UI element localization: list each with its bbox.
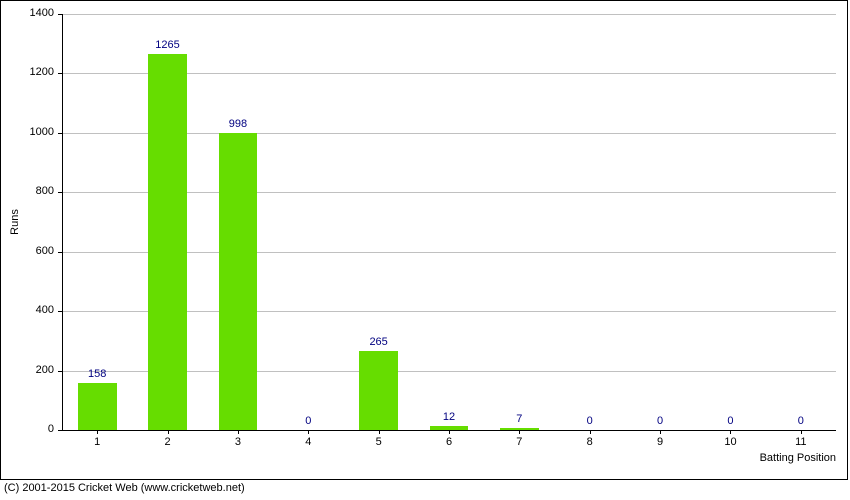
y-tick-label: 0 [14,423,54,435]
x-tick [238,430,239,434]
x-tick-label: 1 [67,436,127,448]
x-tick-label: 3 [208,436,268,448]
x-tick [590,430,591,434]
x-tick-label: 5 [349,436,409,448]
bar-value-label: 7 [489,413,549,425]
x-tick-label: 2 [138,436,198,448]
bar-value-label: 0 [771,415,831,427]
bar-value-label: 0 [630,415,690,427]
x-tick-label: 10 [700,436,760,448]
y-tick-label: 400 [14,304,54,316]
y-tick-label: 1200 [14,66,54,78]
x-tick [730,430,731,434]
bar [148,54,187,430]
bar [78,383,117,430]
x-tick [97,430,98,434]
y-axis-line [62,14,63,430]
bar [359,351,398,430]
plot-area [62,14,836,430]
bar-value-label: 12 [419,411,479,423]
y-tick-label: 800 [14,185,54,197]
y-tick-label: 600 [14,245,54,257]
x-tick-label: 8 [560,436,620,448]
copyright-text: (C) 2001-2015 Cricket Web (www.cricketwe… [4,482,245,494]
bar-value-label: 0 [278,415,338,427]
x-tick-label: 6 [419,436,479,448]
bar-value-label: 0 [560,415,620,427]
y-tick-label: 1400 [14,7,54,19]
bar-value-label: 265 [349,336,409,348]
x-tick [379,430,380,434]
x-tick-label: 11 [771,436,831,448]
x-axis-label: Batting Position [760,452,836,464]
bar-value-label: 158 [67,368,127,380]
y-tick-label: 1000 [14,126,54,138]
chart-container: Runs Batting Position (C) 2001-2015 Cric… [0,0,850,500]
x-tick-label: 7 [489,436,549,448]
x-tick-label: 9 [630,436,690,448]
x-tick [519,430,520,434]
x-tick [660,430,661,434]
y-tick-label: 200 [14,364,54,376]
x-tick [801,430,802,434]
bar-value-label: 0 [700,415,760,427]
x-tick [449,430,450,434]
bar-value-label: 998 [208,118,268,130]
x-tick-label: 4 [278,436,338,448]
bar [219,133,258,430]
bar-value-label: 1265 [138,39,198,51]
x-tick [168,430,169,434]
gridline [62,14,836,15]
y-axis-label: Runs [9,207,21,237]
x-tick [308,430,309,434]
